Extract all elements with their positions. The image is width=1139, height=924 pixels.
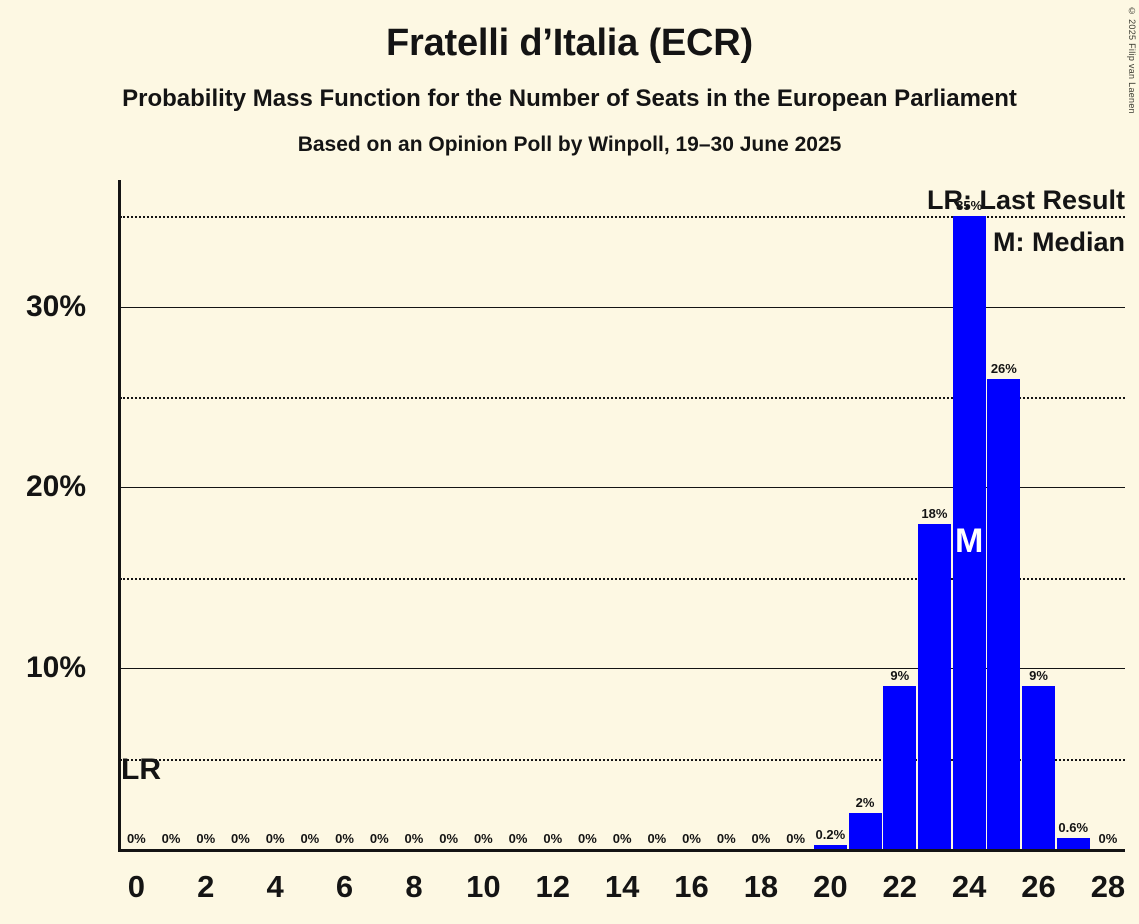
bar-value-label: 35% (956, 198, 983, 214)
bar-value-label: 0% (161, 831, 181, 846)
x-axis-tick-label: 28 (1090, 869, 1126, 904)
chart-source-line: Based on an Opinion Poll by Winpoll, 19–… (297, 133, 842, 156)
gridline-minor (120, 216, 1125, 219)
bar (848, 812, 882, 849)
bar-value-label: 0% (404, 831, 424, 846)
gridline-minor (120, 758, 1125, 761)
bar-value-label: 0.6% (1058, 820, 1089, 836)
chart-header: Fratelli d’Italia (ECR) Probability Mass… (0, 0, 1139, 155)
bar-value-label: 0% (716, 831, 736, 846)
gridline-major (120, 668, 1125, 670)
x-axis-tick-label: 20 (813, 869, 848, 904)
bar (987, 378, 1021, 849)
bar (917, 523, 951, 849)
bar-value-label: 0% (786, 831, 806, 846)
bar-value-label: 0% (231, 831, 250, 846)
bar-value-label: 0% (126, 831, 146, 846)
bar-value-label: 0% (578, 831, 597, 846)
x-axis-tick-label: 16 (674, 869, 709, 904)
x-axis-tick-label: 2 (197, 869, 215, 904)
bar-value-label: 0% (647, 831, 667, 846)
x-axis-tick-label: 22 (882, 869, 917, 904)
bar (1056, 838, 1090, 849)
y-axis-tick-label: 10% (25, 651, 86, 685)
bar-value-label: 0% (439, 831, 459, 846)
x-axis-tick-label: 6 (335, 869, 354, 904)
x-axis-tick-label: 24 (951, 869, 987, 904)
legend-median: M: Median (993, 227, 1125, 257)
bar-value-label: 0.2% (815, 827, 846, 843)
bar-value-label: 0% (682, 831, 701, 846)
gridline-minor (120, 396, 1125, 399)
bar-value-label: 9% (890, 668, 910, 684)
bar-value-label: 0% (508, 831, 528, 846)
x-axis-tick-label: 14 (604, 869, 640, 904)
bar (952, 216, 986, 849)
x-axis-tick-label: 26 (1021, 869, 1056, 904)
gridline-minor (120, 577, 1125, 580)
bar (813, 845, 847, 849)
bar-value-label: 0% (543, 831, 563, 846)
bar-value-label: 0% (300, 831, 320, 846)
bar-value-label: 0% (369, 831, 389, 846)
x-axis-tick-label: 12 (535, 869, 570, 904)
bar-value-label: 0% (196, 831, 216, 846)
bar-value-label: 0% (751, 831, 771, 846)
x-axis-tick-label: 0 (127, 869, 145, 904)
gridline-major (120, 487, 1125, 489)
x-axis-line (118, 849, 1125, 852)
bar-value-label: 9% (1029, 668, 1048, 684)
bar-value-label: 0% (612, 831, 632, 846)
copyright-notice: © 2025 Filip van Laenen (1127, 6, 1137, 114)
bar-value-label: 18% (921, 505, 948, 521)
legend-last-result: LR: Last Result (926, 185, 1125, 215)
bar-value-label: 0% (265, 831, 285, 846)
x-axis-tick-label: 18 (743, 869, 779, 904)
bar-value-label: 0% (1098, 831, 1118, 846)
x-axis-tick-label: 4 (266, 869, 284, 904)
last-result-marker: LR (121, 752, 161, 786)
bar (1022, 686, 1056, 849)
x-axis-tick-label: 8 (405, 869, 423, 904)
bar (883, 686, 917, 849)
bar-value-label: 0% (335, 831, 354, 846)
gridline-major (120, 306, 1125, 308)
bar-value-label: 0% (473, 831, 493, 846)
y-axis-tick-label: 20% (25, 470, 86, 504)
bar-value-label: 2% (855, 794, 875, 810)
chart-subtitle: Probability Mass Function for the Number… (122, 85, 1017, 112)
page-title: Fratelli d’Italia (ECR) (385, 22, 753, 64)
y-axis-tick-label: 30% (25, 289, 86, 323)
y-axis-line (118, 180, 121, 852)
bar-value-label: 26% (990, 360, 1017, 376)
median-marker: M (954, 522, 984, 560)
x-axis-tick-label: 10 (466, 869, 501, 904)
